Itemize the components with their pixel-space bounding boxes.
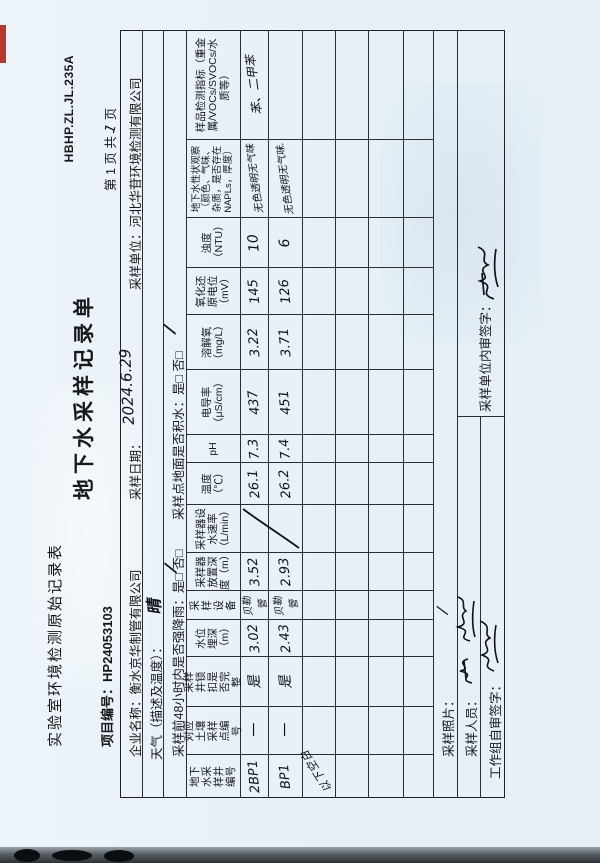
form-code: HBHP.ZL.JL.235A [62,55,76,163]
row2-ph: 7.4 [276,437,294,461]
pump-rate-slash [242,508,300,549]
row2-placement-depth: 2.93 [276,556,294,588]
water-label: 采样点地面是否积水： [172,394,186,520]
staff-label: 采样人员： [465,694,479,757]
scan-red-mark [0,25,6,63]
row2-soil-point: 一 [278,724,294,738]
row2-device: 贝勒管 [272,595,301,617]
water-checkboxes: 是□ 否□ [172,351,186,395]
project-no-line: 项目编号：HP24053103 [97,606,116,747]
org-line: 采样单位：河北华苷环境检测有限公司 [125,77,144,290]
column-header-pump-rate: 采样器设水速率（L/min） [194,505,232,552]
column-header-dissolved-oxygen: 溶解氧（mg/L） [200,320,225,365]
column-header-placement-depth: 采样器放置深度（m） [194,549,232,590]
company-label: 企业名称： [129,694,143,757]
column-header-well-id: 地下水采样井编号 [188,766,238,787]
column-header-water-depth: 水位埋深（m） [194,622,232,652]
scan-artifact [14,849,40,862]
photo-label: 采样照片： [442,694,456,757]
water-line: 采样点地面是否积水：是□ 否□ [168,351,187,520]
row2-water-depth: 2.43 [276,623,294,654]
org-review-signature [477,246,499,300]
record-form-name: 实验室环境检测原始记录表 [47,542,64,747]
row2-dissolved-oxygen: 3.71 [276,327,294,358]
column-header-indicators: 样品检测指标（重金属/VOCs/SVOCs/水质等） [194,37,232,133]
org-review-label: 采样单位内审签字： [479,299,493,412]
row1-water-depth: 3.02 [245,623,263,654]
row2-turbidity: 6 [276,237,294,249]
weather-handwritten: 晴 [144,597,165,616]
org-value: 河北华苷环境检测有限公司 [129,77,143,228]
row1-well-id: 2BP1 [245,759,263,794]
page-total-handwritten: 1 [102,121,120,135]
column-header-orp: 氧化还原电位（mV） [194,272,232,310]
scan-artifact [52,850,92,861]
row1-placement-depth: 3.52 [245,556,263,588]
company-value: 衡水京华制管有限公司 [129,569,143,695]
row2-orp: 126 [276,278,294,305]
project-no-label: 项目编号： [100,681,115,747]
row2-lock-intact: 是 [277,674,295,690]
column-header-device: 采样设备 [188,600,238,611]
team-review-label: 工作组自审签字： [489,678,503,779]
column-header-temperature: 温度（℃） [200,467,225,500]
org-label: 采样单位： [129,227,143,290]
column-header-turbidity: 浊度（NTU） [200,220,225,263]
row1-soil-point: 一 [247,724,263,738]
column-header-soil-point: 对应土壤采样点编号 [182,720,244,742]
page-indicator: 第 1 页 共 1 页 [100,107,120,191]
page-number: 1 [104,168,118,175]
team-review-signature [479,620,499,672]
weather-label: 天气（描述及温度）： [150,641,164,760]
column-header-conductivity: 电导率（μS/cm） [200,377,225,428]
row2-well-id: BP1 [276,763,294,790]
project-no: HP24053103 [100,606,115,682]
staff-signatures [455,596,476,684]
column-header-ph: pH [206,442,219,456]
row2-conductivity: 451 [276,389,294,416]
page-title: 地下水采样记录单 [73,292,96,500]
row1-device: 贝勒管 [241,595,270,617]
date-label: 采样日期： [129,437,143,500]
column-header-lock: 采样井锁扣是否完整 [182,671,244,693]
page-suffix: 页 [104,107,118,121]
row2-temperature: 26.2 [276,468,294,500]
page-prefix: 第 [104,178,118,191]
company-line: 企业名称：衡水京华制管有限公司 [125,569,144,757]
row1-ph: 7.3 [245,437,263,461]
column-header-observation: 地下水性状观察（颜色、气味、杂质，是否存在NAPLs，厚度） [190,145,234,213]
scan-artifact [104,850,134,862]
page-mid: 页 共 [104,136,118,165]
